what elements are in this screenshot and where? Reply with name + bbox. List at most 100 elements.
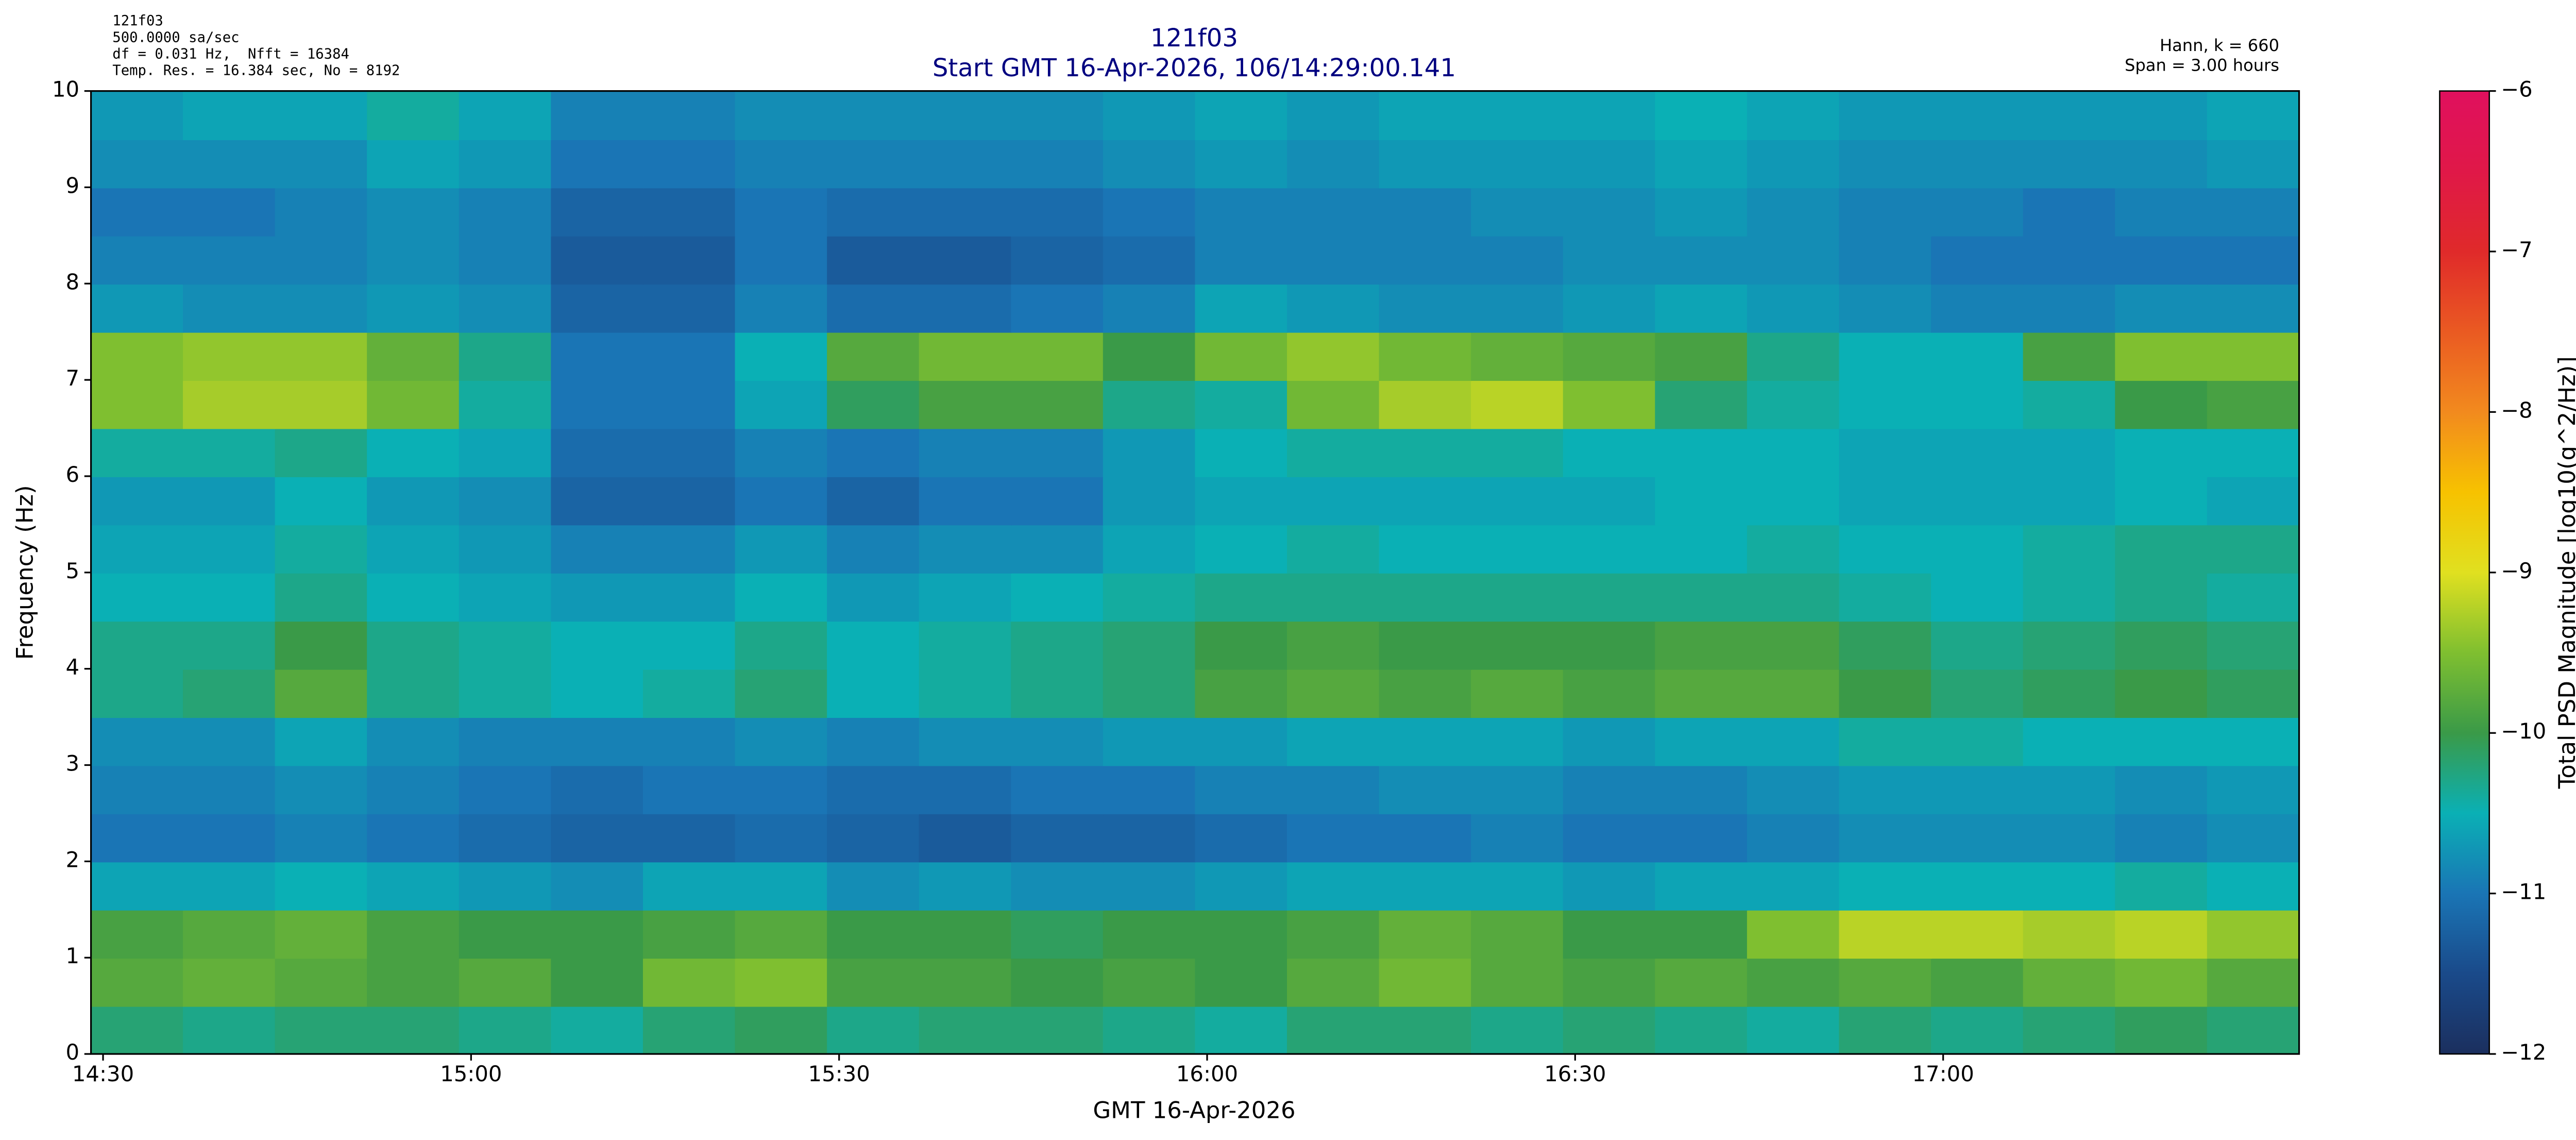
cell xyxy=(735,958,828,1007)
cell xyxy=(367,668,460,718)
cell xyxy=(642,331,736,381)
cell xyxy=(275,668,368,718)
cell xyxy=(1286,524,1380,574)
cell xyxy=(642,235,736,285)
cell xyxy=(1563,187,1656,237)
cell xyxy=(735,813,828,863)
cell xyxy=(2115,572,2208,622)
cell xyxy=(1195,380,1288,429)
cell xyxy=(642,91,736,140)
cell xyxy=(2023,765,2116,814)
cell xyxy=(1286,765,1380,814)
cell xyxy=(1195,1005,1288,1054)
cell xyxy=(459,765,552,814)
cell xyxy=(919,476,1012,526)
cell xyxy=(1471,524,1564,574)
cell xyxy=(1195,283,1288,333)
y-tick-label: 1 xyxy=(66,943,80,968)
cell xyxy=(735,187,828,237)
cell xyxy=(1379,428,1472,477)
cell xyxy=(1195,668,1288,718)
cell xyxy=(91,139,184,189)
cell xyxy=(735,139,828,189)
cell xyxy=(1655,572,1748,622)
cell xyxy=(1379,909,1472,959)
cell xyxy=(919,235,1012,285)
cell xyxy=(1563,428,1656,477)
cell xyxy=(2115,331,2208,381)
cell xyxy=(1747,572,1840,622)
cell xyxy=(183,765,276,814)
cell xyxy=(2115,235,2208,285)
cell xyxy=(2023,187,2116,237)
cell xyxy=(1103,621,1196,670)
cell xyxy=(1655,283,1748,333)
cell xyxy=(1931,139,2024,189)
cell xyxy=(1563,235,1656,285)
cell xyxy=(2115,958,2208,1007)
cell xyxy=(1103,813,1196,863)
cell xyxy=(459,958,552,1007)
cell xyxy=(275,813,368,863)
cell xyxy=(551,283,644,333)
cell xyxy=(827,476,920,526)
cell xyxy=(183,572,276,622)
cell xyxy=(1103,1005,1196,1054)
cell xyxy=(1011,283,1104,333)
cell xyxy=(1379,572,1472,622)
cell xyxy=(1747,524,1840,574)
chart-title: 121f03 xyxy=(1150,24,1238,53)
cell xyxy=(1103,572,1196,622)
y-tick-label: 2 xyxy=(66,847,80,872)
cell xyxy=(459,476,552,526)
cell xyxy=(1655,813,1748,863)
cell xyxy=(1103,380,1196,429)
cell xyxy=(919,283,1012,333)
cell xyxy=(183,958,276,1007)
cell xyxy=(1839,380,1932,429)
cell xyxy=(1747,813,1840,863)
cell xyxy=(2023,428,2116,477)
cell xyxy=(642,861,736,911)
cell xyxy=(1655,235,1748,285)
cell xyxy=(827,331,920,381)
cell xyxy=(1286,187,1380,237)
cell xyxy=(919,765,1012,814)
cell xyxy=(1379,813,1472,863)
cell xyxy=(1471,909,1564,959)
cell xyxy=(919,187,1012,237)
cell xyxy=(2023,621,2116,670)
cell xyxy=(827,283,920,333)
cell xyxy=(2023,572,2116,622)
cell xyxy=(1286,235,1380,285)
cell xyxy=(2207,139,2299,189)
cell xyxy=(183,331,276,381)
cell xyxy=(183,813,276,863)
cell xyxy=(735,91,828,140)
cell xyxy=(275,91,368,140)
cell xyxy=(1747,476,1840,526)
cell xyxy=(1195,765,1288,814)
cell xyxy=(735,428,828,477)
cell xyxy=(827,380,920,429)
cell xyxy=(91,187,184,237)
cell xyxy=(551,524,644,574)
colorbar xyxy=(2439,90,2490,1055)
annotation: Hann, k = 660 xyxy=(2160,36,2279,55)
cell xyxy=(1655,1005,1748,1054)
cell xyxy=(1195,524,1288,574)
cell xyxy=(183,139,276,189)
cell xyxy=(1195,909,1288,959)
cell xyxy=(2115,1005,2208,1054)
cell xyxy=(1286,909,1380,959)
cell xyxy=(2207,909,2299,959)
cell xyxy=(1655,958,1748,1007)
cell xyxy=(367,91,460,140)
cell xyxy=(1655,380,1748,429)
cell xyxy=(551,476,644,526)
cell xyxy=(1103,187,1196,237)
cell xyxy=(1563,958,1656,1007)
cell xyxy=(2207,621,2299,670)
cell xyxy=(1931,524,2024,574)
cell xyxy=(1471,428,1564,477)
